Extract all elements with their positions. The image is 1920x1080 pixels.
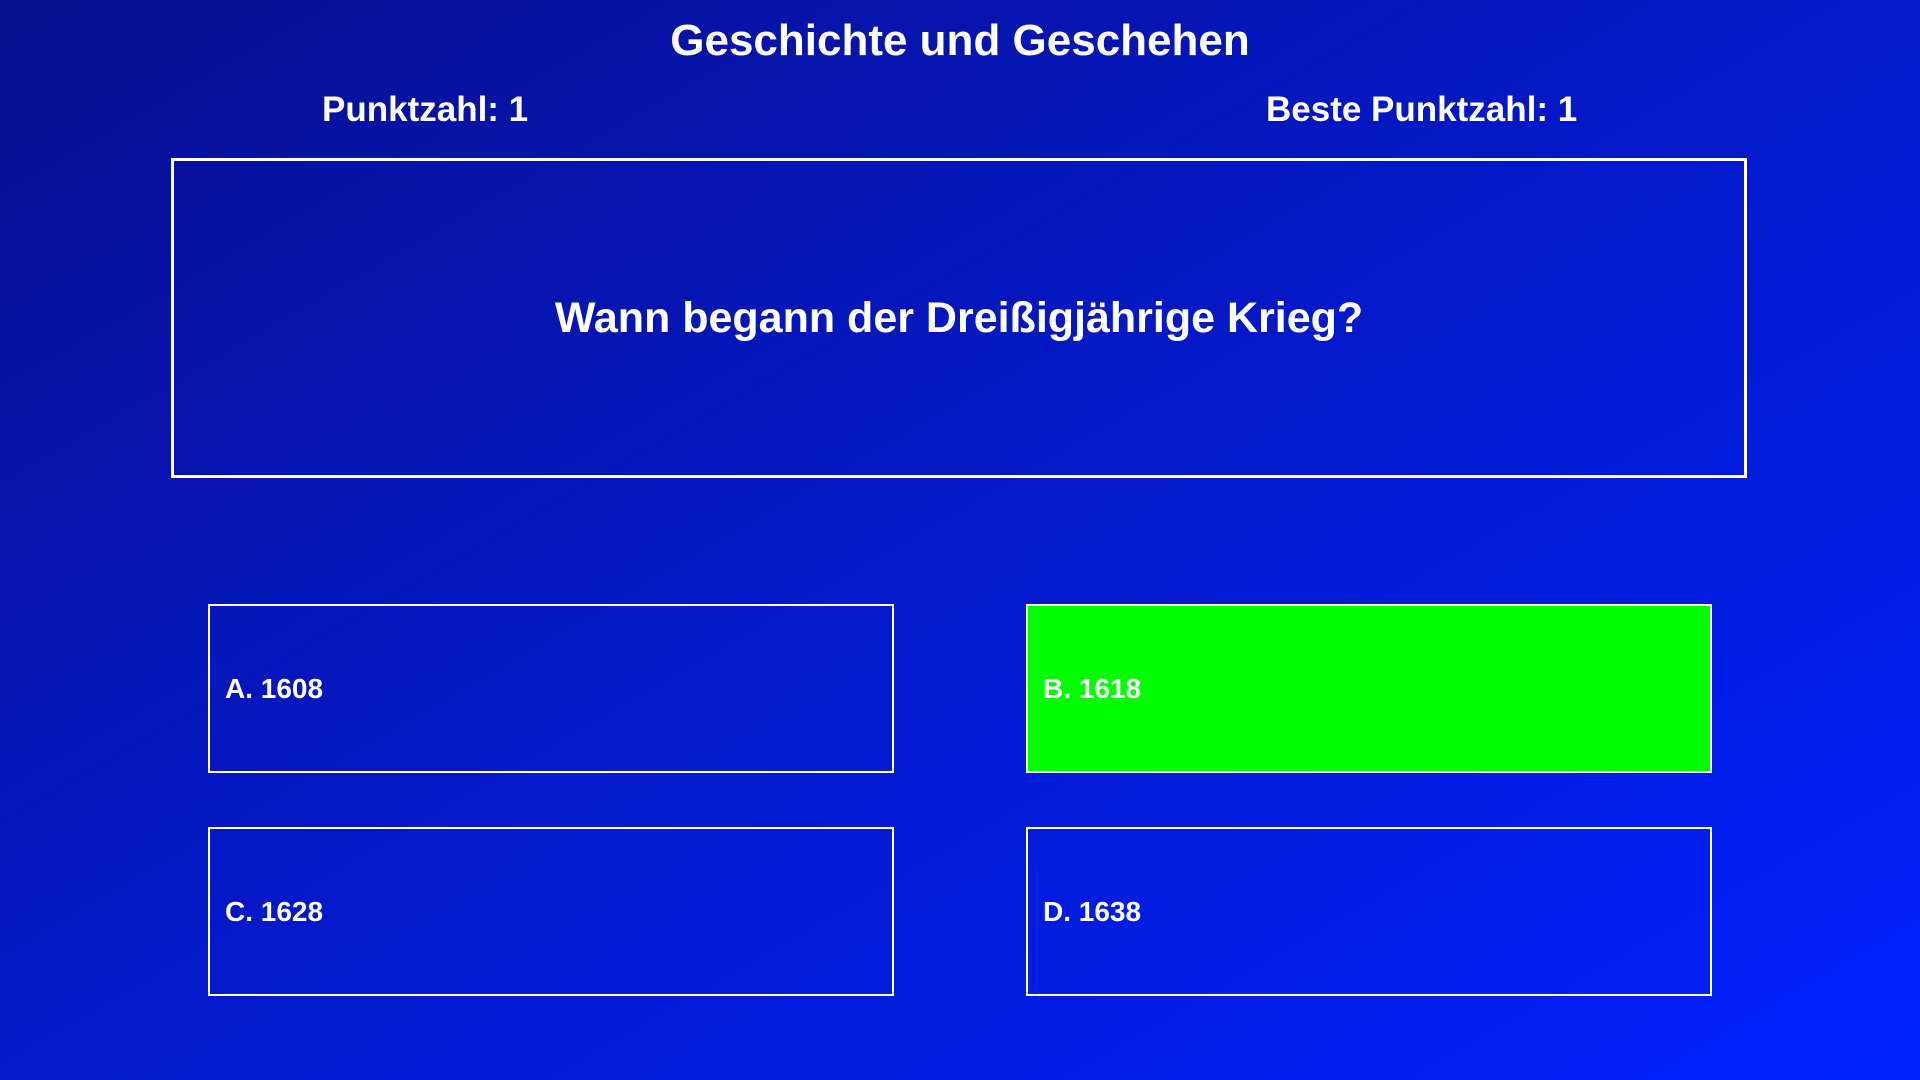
quiz-title: Geschichte und Geschehen [670, 16, 1250, 65]
best-score-label: Beste Punktzahl: 1 [1266, 90, 1578, 129]
answer-label: A. 1608 [225, 672, 324, 704]
score-label: Punktzahl: 1 [322, 90, 529, 129]
answer-button-a[interactable]: A. 1608 [208, 604, 894, 773]
question-box: Wann begann der Dreißigjährige Krieg? [171, 158, 1747, 478]
answer-label: C. 1628 [225, 895, 324, 927]
answer-label: D. 1638 [1043, 895, 1142, 927]
question-text: Wann begann der Dreißigjährige Krieg? [554, 293, 1364, 342]
answer-button-b[interactable]: B. 1618 [1026, 604, 1712, 773]
answer-label: B. 1618 [1043, 672, 1142, 704]
answer-button-c[interactable]: C. 1628 [208, 827, 894, 996]
answer-button-d[interactable]: D. 1638 [1026, 827, 1712, 996]
